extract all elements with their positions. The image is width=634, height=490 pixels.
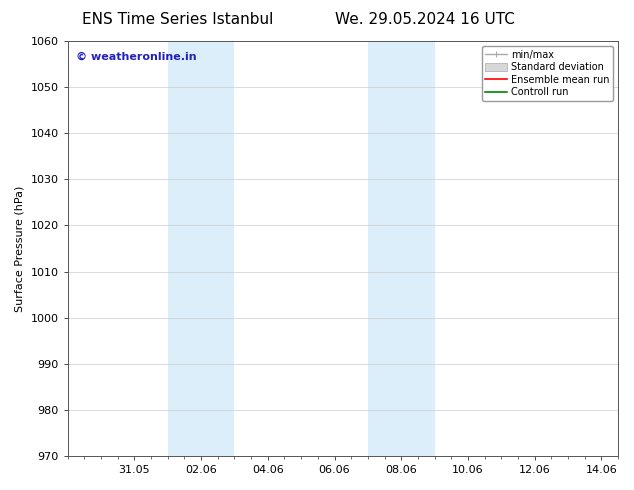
Text: ENS Time Series Istanbul: ENS Time Series Istanbul: [82, 12, 273, 27]
Y-axis label: Surface Pressure (hPa): Surface Pressure (hPa): [15, 185, 25, 312]
Bar: [168, 41, 235, 456]
Legend: min/max, Standard deviation, Ensemble mean run, Controll run: min/max, Standard deviation, Ensemble me…: [482, 46, 613, 101]
Text: © weatheronline.in: © weatheronline.in: [76, 51, 197, 61]
Text: We. 29.05.2024 16 UTC: We. 29.05.2024 16 UTC: [335, 12, 515, 27]
Bar: [368, 41, 434, 456]
